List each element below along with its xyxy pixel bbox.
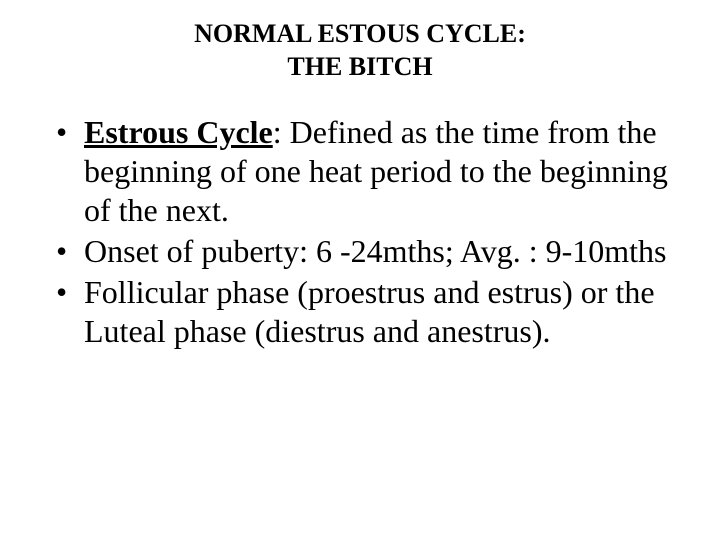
bullet-rest: Onset of puberty: 6 -24mths; Avg. : 9-10… — [84, 233, 666, 269]
slide: NORMAL ESTOUS CYCLE: THE BITCH Estrous C… — [0, 0, 720, 540]
bullet-rest: Follicular phase (proestrus and estrus) … — [84, 274, 655, 349]
bullet-term: Estrous Cycle — [84, 114, 273, 150]
list-item: Estrous Cycle: Defined as the time from … — [50, 113, 670, 230]
slide-title: NORMAL ESTOUS CYCLE: THE BITCH — [50, 18, 670, 83]
bullet-list: Estrous Cycle: Defined as the time from … — [50, 113, 670, 351]
list-item: Follicular phase (proestrus and estrus) … — [50, 273, 670, 351]
list-item: Onset of puberty: 6 -24mths; Avg. : 9-10… — [50, 232, 670, 271]
